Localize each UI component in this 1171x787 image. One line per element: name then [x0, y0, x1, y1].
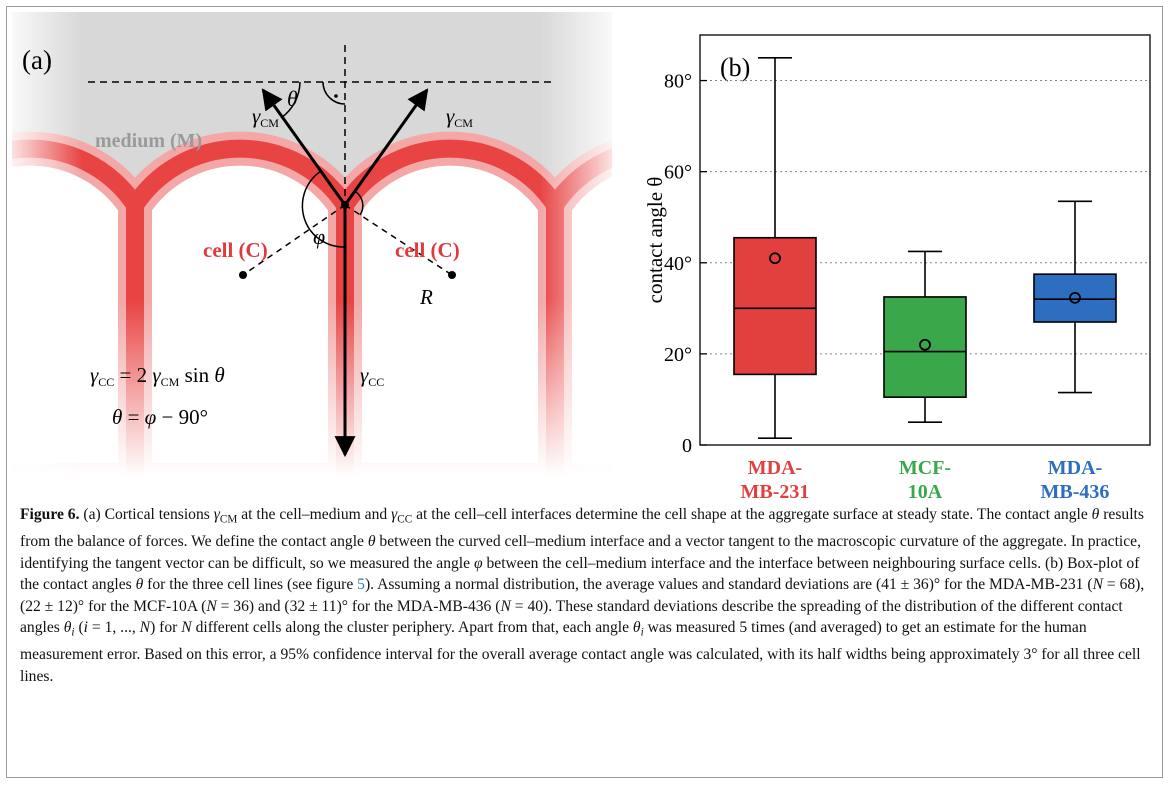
- symbol: γ: [446, 104, 455, 128]
- phi-label: φ: [313, 224, 325, 249]
- symbol: θ: [112, 405, 122, 429]
- caption-text: φ: [473, 554, 483, 572]
- symbol: θ: [214, 363, 224, 387]
- subscript: CC: [98, 375, 114, 389]
- y-axis-label: contact angle θ: [643, 177, 667, 304]
- text: =: [122, 405, 144, 429]
- theta-label: θ: [287, 86, 298, 111]
- symbol: γ: [152, 363, 161, 387]
- y-tick-label: 60°: [664, 162, 692, 184]
- panel-a: (a) medium (M) cell (C) cell (C) θ φ R γ…: [12, 12, 1151, 476]
- caption-text: CC: [397, 513, 413, 526]
- caption-text: i: [640, 626, 644, 639]
- caption-text: θ: [63, 619, 72, 637]
- gamma-label: γCM: [252, 104, 279, 130]
- x-tick-label: MDA-MB-231: [740, 457, 810, 503]
- caption-text: θ: [632, 619, 641, 637]
- caption-text: θ: [1091, 506, 1100, 523]
- caption-text: different cells along the cluster periph…: [191, 619, 633, 637]
- mean: [919, 338, 931, 351]
- caption-text: θ: [367, 532, 376, 550]
- caption-text: Figure 6.: [20, 506, 80, 523]
- mean: [769, 252, 781, 265]
- cell-label: cell (C): [203, 238, 268, 262]
- caption-text: N: [181, 619, 192, 637]
- caption-text: = 1, ...,: [87, 619, 140, 637]
- radius-label: R: [419, 285, 433, 309]
- box: [1033, 273, 1117, 323]
- caption-text: i: [83, 619, 88, 637]
- symbol: γ: [360, 363, 369, 387]
- equation: γCC = 2 γCM sin θ: [90, 363, 225, 389]
- caption-text: at the cell–medium and: [237, 506, 392, 523]
- text: = 2: [114, 363, 152, 387]
- construction-lines: [88, 45, 552, 276]
- caption-text: N: [139, 619, 151, 637]
- subscript: CM: [161, 375, 180, 389]
- caption-text: θ: [135, 576, 144, 594]
- caption-text: N: [206, 597, 217, 615]
- box: [883, 296, 967, 398]
- caption-text: = 36) and (32 ± 11)° for the MDA-MB-436 …: [216, 597, 501, 615]
- cell-label: cell (C): [395, 238, 460, 262]
- caption-text: γ: [391, 506, 398, 523]
- force-arrows: [261, 88, 429, 458]
- caption-text: i: [71, 626, 75, 639]
- subscript: CM: [454, 116, 473, 130]
- caption-text: (: [74, 619, 84, 637]
- caption-text: results from the balance of forces. We d…: [20, 506, 1144, 550]
- panel-label: (b): [720, 53, 750, 82]
- caption-text: γ: [213, 506, 220, 523]
- caption-text: (a) Cortical tensions: [79, 506, 214, 523]
- gamma-label: γCC: [360, 363, 384, 389]
- equation: θ = φ − 90°: [112, 405, 208, 429]
- gamma-label: γCM: [446, 104, 473, 130]
- text: sin: [179, 363, 214, 387]
- symbol: γ: [252, 104, 261, 128]
- caption: Figure 6. (a) Cortical tensions γCM at t…: [20, 504, 1152, 687]
- y-tick-label: 40°: [664, 253, 692, 275]
- caption-text: = 68), (22 ± 12)° for the MCF-10A (: [20, 576, 1145, 615]
- caption-text: at the cell–cell interfaces determine th…: [412, 506, 1092, 523]
- y-tick-label: 80°: [664, 71, 692, 93]
- caption-text: = 40). These standard deviations describ…: [20, 597, 1123, 637]
- mean: [1069, 291, 1081, 304]
- x-tick-label: MCF-10A: [898, 457, 952, 503]
- cell-drawing: [12, 12, 612, 476]
- caption-text: for the three cell lines (see figure: [143, 576, 358, 594]
- subscript: CM: [260, 116, 279, 130]
- caption-text: N: [500, 597, 511, 615]
- x-tick-label: MDA-MB-436: [1040, 457, 1110, 503]
- caption-text: ). Assuming a normal distribution, the a…: [364, 576, 1093, 594]
- panel-b: (b) contact angle θ 0 20° 40° 60° 80°: [643, 34, 1151, 457]
- caption-text: between the curved cell–medium interface…: [20, 532, 1141, 572]
- symbol: γ: [90, 363, 99, 387]
- caption-text: was measured 5 times (and averaged) to g…: [20, 619, 1141, 685]
- caption-text: N: [1092, 576, 1103, 594]
- caption-text: CM: [219, 513, 238, 526]
- caption-text: between the cell–medium interface and th…: [20, 554, 1140, 594]
- caption-text[interactable]: 5: [357, 576, 365, 594]
- box: [733, 236, 817, 376]
- symbol: φ: [145, 405, 157, 429]
- y-tick-label: 0: [682, 435, 692, 457]
- plot-frame: [699, 34, 1151, 446]
- subscript: CC: [368, 375, 384, 389]
- y-tick-label: 20°: [664, 344, 692, 366]
- medium-label: medium (M): [95, 130, 202, 152]
- figure-frame: [6, 6, 1163, 778]
- text: − 90°: [156, 405, 208, 429]
- caption-text: ) for: [150, 619, 182, 637]
- panel-label: (a): [22, 45, 52, 75]
